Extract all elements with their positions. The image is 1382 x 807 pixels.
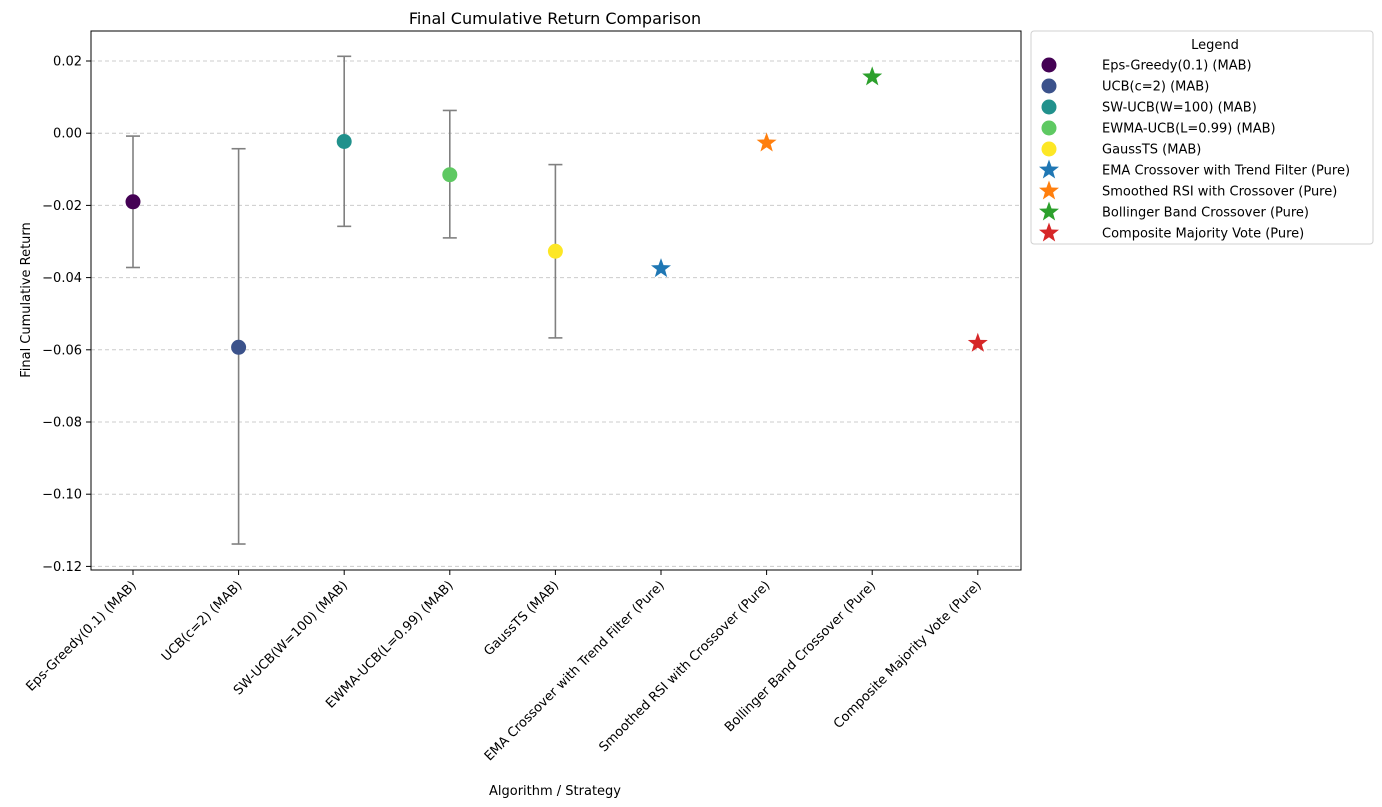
legend-entry-label: Composite Majority Vote (Pure) [1102, 227, 1304, 242]
legend-marker [1041, 141, 1057, 157]
legend-marker [1041, 57, 1057, 73]
legend-marker [1041, 78, 1057, 94]
x-tick-label: EMA Crossover with Trend Filter (Pure) [482, 578, 668, 764]
legend-entry-label: GaussTS (MAB) [1102, 143, 1201, 158]
data-point [547, 243, 563, 259]
legend-box [1030, 30, 1374, 245]
y-tick-label: 0.02 [53, 55, 82, 70]
y-axis-ticks: 0.02 0.00 −0.02 −0.04 −0.06 −0.08 −0.10 −0.12 [42, 55, 91, 575]
legend-marker-star [1039, 180, 1059, 200]
y-tick-label: −0.08 [42, 416, 82, 431]
data-point [442, 167, 458, 183]
legend-marker-star [1039, 201, 1059, 221]
legend-marker-star [1039, 159, 1059, 179]
legend-entry-label: EMA Crossover with Trend Filter (Pure) [1102, 164, 1350, 179]
y-tick-label: 0.00 [53, 127, 82, 142]
legend-entry-label: EWMA-UCB(L=0.99) (MAB) [1102, 122, 1276, 137]
legend-marker-star [1039, 222, 1059, 242]
x-tick-label: SW-UCB(W=100) (MAB) [231, 578, 351, 698]
y-axis-label: Final Cumulative Return [19, 222, 34, 378]
y-tick-label: −0.06 [42, 343, 82, 358]
x-tick-label: GaussTS (MAB) [481, 578, 562, 659]
legend-entry-label: UCB(c=2) (MAB) [1102, 80, 1209, 95]
data-point-star [967, 332, 988, 352]
legend-marker [1041, 99, 1057, 115]
data-point [336, 134, 352, 150]
plot-frame [90, 30, 1022, 571]
x-tick-label: EWMA-UCB(L=0.99) (MAB) [323, 578, 456, 711]
legend-title: Legend [1191, 38, 1239, 53]
data-markers [125, 66, 988, 355]
legend-entry-label: Bollinger Band Crossover (Pure) [1102, 206, 1309, 221]
error-bars [126, 55, 563, 545]
legend-entry-label: Eps-Greedy(0.1) (MAB) [1102, 59, 1252, 74]
legend-marker [1041, 120, 1057, 136]
chart-title: Final Cumulative Return Comparison [409, 9, 701, 28]
y-tick-label: −0.04 [42, 271, 82, 286]
data-point-star [651, 258, 671, 278]
legend-entry-label: Smoothed RSI with Crossover (Pure) [1102, 185, 1337, 200]
data-point [231, 339, 247, 355]
data-point-star [862, 66, 883, 86]
y-tick-label: −0.10 [42, 488, 82, 503]
y-tick-label: −0.02 [42, 199, 82, 214]
x-axis-label: Algorithm / Strategy [489, 784, 621, 799]
x-tick-label: Smoothed RSI with Crossover (Pure) [596, 578, 773, 755]
legend: Legend Eps-Greedy(0.1) (MAB) UCB(c=2) (MA… [1030, 30, 1374, 245]
data-point-star [756, 132, 777, 152]
x-axis-ticks: Eps-Greedy(0.1) (MAB) UCB(c=2) (MAB)SW-UC… [23, 570, 985, 764]
x-tick-label: UCB(c=2) (MAB) [159, 578, 245, 664]
y-tick-label: −0.12 [42, 560, 82, 575]
legend-entry-label: SW-UCB(W=100) (MAB) [1102, 101, 1257, 116]
x-tick-label: Eps-Greedy(0.1) (MAB) [23, 578, 139, 694]
data-point [125, 194, 141, 210]
